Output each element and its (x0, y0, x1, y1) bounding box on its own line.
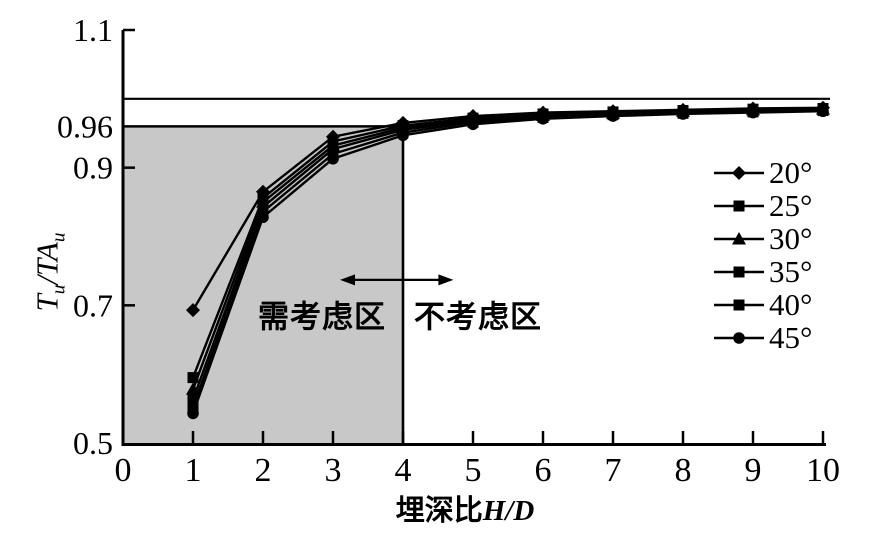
x-axis-title-variable: H/D (482, 495, 535, 527)
x-tick-label-2: 2 (255, 452, 272, 489)
annotation-consider-zone: 需考虑区 (258, 299, 386, 335)
legend-square-icon (714, 200, 764, 211)
series-marker-45deg (607, 110, 619, 122)
series-marker-45deg (747, 106, 759, 119)
legend-circle-icon (714, 331, 764, 344)
legend-item-35deg: 35° (714, 255, 812, 288)
y-axis-title-part: T (29, 294, 65, 312)
arrowhead-right-icon (438, 274, 454, 286)
series-marker-45deg (397, 129, 409, 142)
legend-marker-shape (733, 331, 745, 344)
series-marker-45deg (467, 118, 479, 131)
legend-item-40deg: 40° (714, 288, 812, 321)
legend-item-25deg: 25° (714, 189, 812, 222)
y-tick-label-0.5: 0.5 (73, 425, 113, 461)
y-axis-title-sub: u (48, 284, 70, 295)
series-marker-35deg (187, 394, 199, 406)
legend-triangle-icon (714, 231, 764, 244)
highlight-region (123, 126, 403, 443)
legend-diamond-icon (714, 165, 764, 180)
series-marker-45deg (817, 105, 829, 118)
y-axis-title-part: /TA (29, 242, 65, 285)
series-marker-45deg (677, 108, 689, 120)
x-tick-label-0: 0 (115, 452, 132, 489)
chart-legend: 20° 25° 30° 35° 40° 45° (714, 156, 812, 354)
x-tick-label-7: 7 (605, 452, 622, 489)
y-tick-label-0.9: 0.9 (73, 150, 113, 186)
x-axis-title-text: 埋深比 (395, 495, 483, 527)
legend-square-icon (714, 266, 764, 277)
series-line-45deg (191, 110, 824, 414)
legend-marker-shape (733, 299, 745, 310)
series-marker-45deg (327, 152, 339, 165)
y-tick-label-1.1: 1.1 (73, 12, 113, 48)
x-tick-label-5: 5 (465, 452, 482, 489)
x-tick-label-4: 4 (395, 452, 412, 489)
legend-square-icon (714, 299, 764, 310)
y-axis-title: Tu/TAu (29, 233, 70, 312)
x-tick-label-6: 6 (535, 452, 552, 489)
x-axis-title: 埋深比H/D (396, 487, 535, 529)
x-tick-label-10: 10 (806, 452, 840, 489)
legend-label-40deg: 40° (769, 287, 813, 322)
legend-marker-shape (733, 200, 745, 211)
legend-item-30deg: 30° (714, 222, 812, 255)
y-axis-title-sub: u (48, 232, 70, 243)
legend-marker-shape (732, 165, 746, 180)
arrowhead-left-icon (340, 274, 355, 286)
series-marker-20deg (186, 303, 200, 318)
legend-label-25deg: 25° (769, 188, 813, 223)
legend-label-45deg: 45° (769, 320, 813, 355)
legend-label-30deg: 30° (769, 221, 813, 256)
y-tick-label-0.7: 0.7 (73, 287, 113, 323)
legend-label-35deg: 35° (769, 254, 813, 289)
legend-label-20deg: 20° (769, 155, 813, 190)
legend-item-45deg: 45° (714, 321, 812, 354)
series-marker-25deg (187, 372, 199, 384)
x-tick-label-1: 1 (185, 452, 202, 489)
x-tick-label-9: 9 (745, 452, 762, 489)
legend-marker-shape (733, 266, 745, 277)
x-tick-label-3: 3 (325, 452, 342, 489)
legend-item-20deg: 20° (714, 156, 812, 189)
legend-marker-shape (732, 231, 746, 244)
series-marker-40deg (187, 401, 199, 413)
x-tick-label-8: 8 (675, 452, 692, 489)
series-marker-45deg (257, 211, 269, 224)
series-marker-45deg (187, 407, 199, 420)
series-marker-45deg (537, 112, 549, 125)
annotation-ignore-zone: 不考虑区 (414, 299, 542, 335)
y-tick-label-0.96: 0.96 (57, 108, 113, 144)
